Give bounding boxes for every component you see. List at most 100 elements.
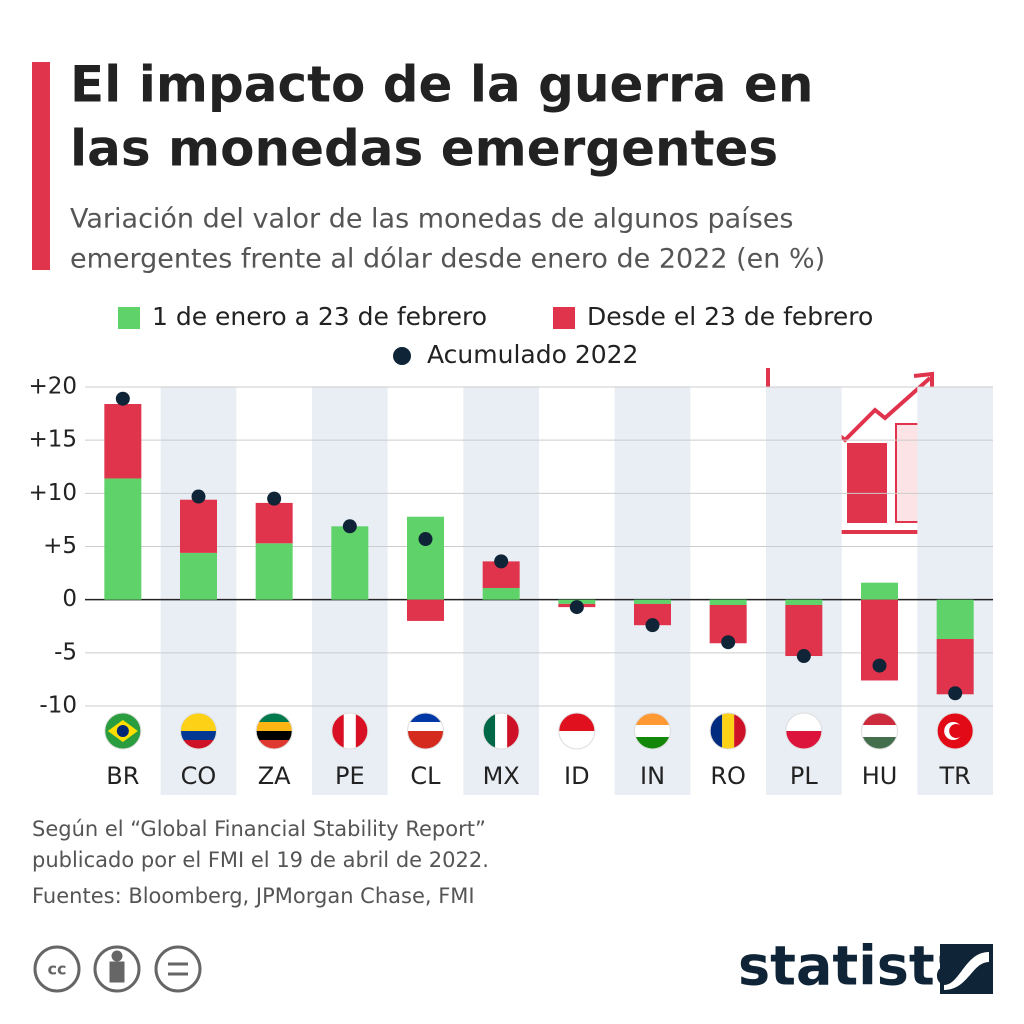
dot [645, 618, 660, 633]
flag-stripe [355, 713, 368, 749]
dot [796, 649, 811, 664]
bar [104, 404, 142, 479]
dot [721, 635, 736, 650]
x-tick-label: CL [410, 762, 441, 790]
y-tick-label: +10 [28, 480, 77, 506]
subtitle: Variación del valor de las monedas de al… [70, 204, 793, 235]
y-tick-label: 0 [62, 586, 77, 612]
bar [407, 599, 444, 621]
flag [709, 712, 747, 750]
flag [785, 712, 823, 750]
flag-body [407, 713, 444, 749]
flag-border [558, 712, 596, 750]
dot [569, 600, 584, 615]
flag-body [483, 713, 520, 749]
chart-title: las monedas emergentes [70, 120, 778, 178]
flag-border [255, 712, 293, 750]
flag-border [785, 712, 823, 750]
bar [861, 582, 898, 600]
legend-label: Desde el 23 de febrero [587, 302, 873, 331]
dot [267, 491, 282, 506]
flag-body [180, 713, 217, 749]
flag-stripe [558, 713, 595, 731]
flag-border [861, 712, 898, 750]
bar [255, 502, 293, 544]
flag-stripe [256, 731, 293, 740]
flag-stripe [343, 713, 356, 749]
bar [180, 499, 217, 553]
x-tick-label: MX [483, 762, 520, 790]
flag [634, 712, 671, 750]
flag-stripe [256, 713, 293, 722]
bar [709, 599, 747, 605]
bar [482, 587, 520, 600]
flag [407, 712, 444, 750]
legend-marker [118, 307, 140, 329]
flag-stripe [180, 731, 217, 740]
flag-body [785, 713, 822, 749]
flag-border [180, 712, 217, 750]
flag-stripe [861, 713, 898, 725]
legend-label: 1 de enero a 23 de febrero [152, 302, 487, 331]
x-tick-label: HU [862, 762, 898, 790]
flag-body [710, 713, 747, 749]
bar [331, 526, 369, 600]
x-tick-label: IN [640, 762, 665, 790]
bar [634, 603, 671, 626]
flag-stripe [734, 713, 747, 749]
flag-body [256, 713, 293, 749]
flag-border [331, 712, 369, 750]
flag [180, 712, 217, 750]
flag [558, 712, 596, 750]
flag-stripe [558, 731, 595, 749]
y-tick-label: -10 [39, 693, 77, 719]
flag-body [937, 713, 974, 749]
flag-stripe [507, 713, 520, 749]
flag-stripe [256, 722, 293, 731]
flag-stripe [785, 731, 822, 749]
bar [634, 599, 671, 604]
flag-stripe [785, 713, 822, 731]
brand: statista [738, 935, 971, 998]
dot [418, 532, 433, 547]
flag-stripe [407, 731, 444, 740]
legend-marker [553, 307, 575, 329]
svg-text:cc: cc [48, 960, 67, 979]
dot [872, 658, 887, 673]
bar [407, 516, 444, 600]
y-tick-label: +5 [43, 533, 77, 559]
flag-stripe [180, 722, 217, 731]
dot [115, 391, 130, 406]
legend-marker [393, 347, 411, 365]
x-tick-label: CO [181, 762, 217, 790]
flag-stripe [861, 737, 898, 749]
flag-body [861, 713, 898, 749]
note: Fuentes: Bloomberg, JPMorgan Chase, FMI [32, 884, 475, 908]
flag-border [936, 712, 974, 750]
flag-body [634, 713, 671, 749]
dot [948, 686, 963, 701]
flag-stripe [634, 725, 671, 737]
flag-stripe [180, 713, 217, 722]
flag-border [407, 712, 444, 750]
x-tick-label: ZA [258, 762, 291, 790]
x-tick-label: TR [938, 762, 970, 790]
flag-body [331, 713, 368, 749]
flag-stripe [180, 740, 217, 749]
accent-bar [32, 62, 50, 270]
flag-stripe [483, 713, 496, 749]
flag [331, 712, 369, 750]
flag-stripe [722, 713, 735, 749]
flag-stripe [710, 713, 723, 749]
bar [936, 639, 974, 695]
note: Según el “Global Financial Stability Rep… [32, 817, 486, 841]
y-tick-label: +20 [28, 374, 77, 400]
flag-shape [949, 724, 964, 738]
flag-stripe [861, 725, 898, 737]
flag-stripe [407, 722, 444, 731]
x-tick-label: PE [335, 762, 365, 790]
flag [861, 712, 898, 750]
license-icons: cc [33, 945, 202, 993]
x-tick-label: RO [710, 762, 746, 790]
